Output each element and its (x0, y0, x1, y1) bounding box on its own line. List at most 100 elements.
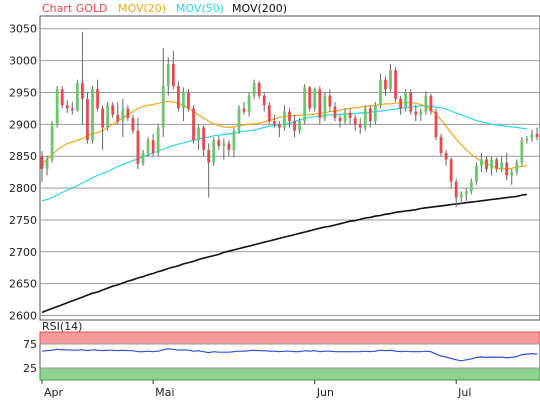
candle (161, 47, 165, 138)
candle-body (303, 87, 307, 122)
price-gridlines (40, 28, 540, 317)
candle-body (404, 92, 408, 109)
candle (384, 76, 387, 96)
candle (252, 79, 256, 99)
candle-body (530, 133, 534, 139)
candle (242, 102, 246, 115)
candle-body (399, 98, 403, 109)
rsi-zone (39, 367, 540, 381)
candle-body (474, 165, 478, 182)
candle-body (358, 124, 362, 128)
candle (106, 102, 110, 131)
candle-body (116, 114, 120, 122)
candle-body (480, 159, 483, 166)
candle (171, 51, 175, 90)
candle (525, 135, 529, 144)
candle-body (91, 89, 94, 141)
price-y-tick-label: 2600 (9, 310, 37, 323)
candle (394, 66, 397, 103)
candle-body (141, 153, 145, 164)
candle-body (136, 130, 140, 164)
rsi-title: RSI(14) (42, 320, 82, 333)
candle (429, 93, 433, 115)
candle-body (338, 117, 342, 122)
candlestick-series (40, 31, 539, 208)
candle-body (409, 92, 413, 112)
price-y-tick-label: 2700 (9, 246, 37, 259)
candle-body (535, 133, 539, 138)
candle-body (379, 79, 382, 106)
candle (353, 114, 357, 131)
candle (313, 87, 317, 112)
candle (288, 108, 291, 128)
candle (278, 121, 281, 138)
candle-body (146, 140, 150, 154)
candle (197, 124, 200, 150)
candle (449, 157, 453, 189)
candle-body (176, 86, 180, 109)
price-y-tick-label: 3050 (9, 23, 37, 36)
price-y-tick-label: 2850 (9, 150, 37, 163)
candle-body (192, 108, 195, 141)
candle-body (318, 89, 322, 118)
candle-body (126, 108, 130, 118)
candle (45, 156, 49, 176)
candle-body (500, 162, 504, 169)
candle-body (106, 105, 110, 128)
candle-body (86, 98, 89, 141)
candle (510, 168, 514, 185)
mov200-line (41, 193, 528, 314)
candle (495, 157, 498, 173)
candle (454, 178, 458, 208)
candle (515, 159, 519, 176)
candle-body (419, 111, 423, 115)
candle-body (242, 108, 246, 112)
candle (424, 91, 428, 115)
candle-body (288, 111, 291, 122)
candle (86, 92, 89, 144)
candle-body (257, 82, 261, 96)
candle (166, 57, 170, 96)
candle (176, 81, 180, 112)
candle-body (237, 108, 241, 131)
candle (70, 102, 74, 115)
rsi-y-tick-label: 25 (23, 362, 37, 375)
candle (318, 86, 322, 125)
candle (227, 140, 231, 157)
legend-entry: MOV(200) (232, 2, 287, 15)
chart-legend: Chart GOLD MOV(20) MOV(50) MOV(200) (42, 2, 287, 15)
candle-body (232, 130, 236, 150)
rsi-y-tick-labels: 75 25 (23, 338, 37, 375)
candle-body (187, 92, 190, 109)
x-tick-label: Jul (457, 386, 471, 399)
price-y-tick-label: 2650 (9, 278, 37, 291)
candle (91, 86, 94, 144)
candle-body (520, 140, 524, 163)
candle-body (262, 95, 266, 106)
rsi-y-tick-label: 75 (23, 338, 37, 351)
candle-body (207, 149, 211, 163)
candle (121, 98, 125, 138)
candle (151, 133, 155, 157)
candle (358, 117, 362, 134)
price-y-tick-labels: 3050 3000 2950 2900 2850 2800 2750 2700 2650 2600 (9, 23, 37, 323)
candle (146, 137, 150, 157)
candle-body (70, 108, 74, 111)
candle (505, 153, 509, 181)
candle-body (111, 105, 115, 115)
candle-body (384, 79, 387, 90)
candle-body (449, 159, 453, 182)
candle-body (65, 105, 69, 109)
candle (50, 121, 54, 163)
x-tick-label: Mai (155, 386, 174, 399)
x-tick-label: Apr (44, 386, 64, 399)
candle-body (166, 63, 170, 87)
candle-body (424, 95, 428, 112)
candle-body (313, 89, 317, 109)
candle-body (171, 63, 175, 87)
candle-body (40, 156, 44, 169)
candle-body (96, 89, 99, 109)
candle-body (278, 124, 281, 128)
candle (414, 105, 418, 122)
